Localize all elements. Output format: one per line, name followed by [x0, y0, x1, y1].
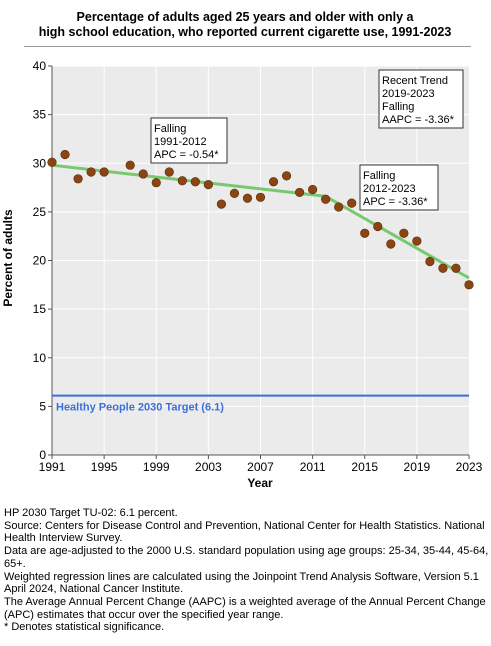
data-point [321, 194, 331, 204]
data-point [425, 256, 435, 267]
note-aapc: The Average Annual Percent Change (AAPC)… [4, 595, 486, 621]
data-point [294, 187, 305, 198]
x-axis-label: Year [247, 476, 273, 490]
data-point [242, 193, 253, 203]
note-regression: Weighted regression lines are calculated… [4, 570, 479, 596]
data-point [60, 149, 70, 160]
chart-area: 0 5 10 15 20 25 30 35 40 1991 1995 1999 2003 2007 2011… [1, 59, 483, 490]
annotation-text: Recent Trend [382, 75, 448, 87]
data-point [464, 280, 474, 290]
chart-notes: HP 2030 Target TU-02: 6.1 percent. Sourc… [4, 507, 489, 634]
data-point [229, 188, 240, 198]
data-point [255, 192, 266, 202]
data-point [451, 263, 461, 273]
y-tick-label: 20 [33, 254, 47, 268]
annotation-text: Falling [154, 123, 186, 135]
data-point [308, 184, 318, 195]
data-point [164, 167, 174, 177]
note-significance: * Denotes statistical significance. [4, 621, 165, 634]
x-tick-label: 2003 [195, 460, 222, 474]
data-point [138, 169, 148, 179]
data-point [438, 263, 448, 273]
note-age-adjust: Data are age-adjusted to the 2000 U.S. s… [4, 545, 489, 570]
x-tick-label: 1991 [39, 460, 66, 474]
title-divider [24, 46, 471, 47]
data-point [360, 228, 370, 238]
annotation-text: Falling [363, 170, 395, 182]
data-point [177, 176, 187, 186]
x-tick-label: 2019 [404, 460, 431, 474]
annotation-text: 1991-2012 [154, 136, 207, 148]
data-point [86, 167, 96, 177]
x-tick-label: 1999 [143, 460, 170, 474]
annotation-box [378, 69, 464, 129]
y-tick-label: 15 [33, 302, 47, 316]
y-tick-label: 35 [33, 108, 47, 122]
data-point [190, 177, 200, 187]
annotation-text: 2019-2023 [382, 88, 435, 100]
data-point [73, 174, 83, 184]
note-source: Source: Centers for Disease Control and … [4, 519, 485, 545]
annotation-text: APC = -3.36* [363, 196, 428, 208]
y-tick-label: 10 [33, 351, 47, 365]
annotation-box [359, 164, 439, 211]
data-point [373, 221, 383, 232]
chart-title-line-1: Percentage of adults aged 25 years and o… [76, 10, 414, 24]
y-tick-label: 0 [39, 448, 46, 462]
data-point [203, 180, 213, 190]
data-point [412, 236, 422, 246]
data-point [268, 177, 279, 187]
target-line-label: Healthy People 2030 Target (6.1) [56, 402, 224, 414]
note-target: HP 2030 Target TU-02: 6.1 percent. [4, 507, 178, 519]
annotation-text: Falling [382, 101, 414, 113]
data-point [347, 198, 357, 208]
data-point [151, 178, 161, 188]
x-tick-label: 2007 [247, 460, 274, 474]
x-tick-label: 1995 [91, 460, 118, 474]
data-point [99, 167, 109, 177]
chart-title-line-2: high school education, who reported curr… [38, 25, 452, 39]
data-point [125, 160, 135, 170]
annotation-text: 2012-2023 [363, 183, 416, 195]
data-point [47, 157, 57, 167]
data-point [281, 171, 292, 181]
x-tick-label: 2015 [351, 460, 378, 474]
annotation-box [150, 117, 228, 164]
annotation-text: AAPC = -3.36* [382, 114, 455, 126]
y-tick-label: 5 [39, 399, 46, 413]
y-tick-label: 30 [33, 156, 47, 170]
chart-title: Percentage of adults aged 25 years and o… [20, 10, 470, 40]
data-point [399, 228, 409, 238]
x-tick-label: 2011 [300, 460, 326, 474]
data-point [334, 202, 344, 212]
x-tick-label: 2023 [456, 460, 483, 474]
data-point [216, 199, 227, 209]
y-tick-label: 25 [33, 205, 47, 219]
annotation-text: APC = -0.54* [154, 149, 219, 161]
y-axis-label: Percent of adults [1, 209, 15, 307]
y-tick-label: 40 [33, 59, 47, 73]
data-point [386, 239, 396, 249]
